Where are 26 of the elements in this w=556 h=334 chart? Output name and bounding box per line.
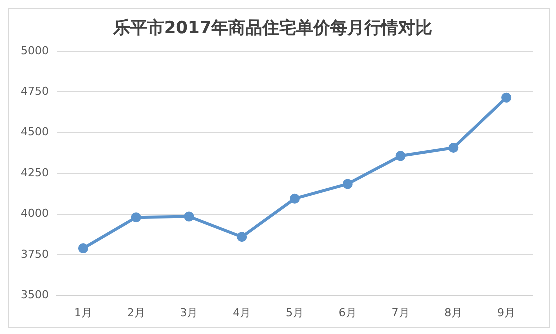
x-tick-label: 5月 xyxy=(286,306,304,320)
chart-title: 乐平市2017年商品住宅单价每月行情对比 xyxy=(112,18,433,39)
x-tick-label: 9月 xyxy=(498,306,516,320)
y-tick-label: 3750 xyxy=(20,248,49,261)
point xyxy=(184,212,194,222)
x-tick-label: 1月 xyxy=(74,306,92,320)
point xyxy=(448,143,459,154)
y-tick-label: 3500 xyxy=(20,288,49,302)
x-tick-label: 4月 xyxy=(233,306,252,320)
y-tick-label: 4750 xyxy=(20,84,49,98)
point xyxy=(342,179,353,190)
y-tick-label: 4500 xyxy=(20,126,49,139)
point xyxy=(78,244,88,254)
point xyxy=(290,194,300,204)
point xyxy=(502,92,512,103)
point xyxy=(237,232,248,242)
x-tick-label: 7月 xyxy=(392,306,410,320)
x-tick-label: 6月 xyxy=(338,306,357,320)
x-tick-label: 8月 xyxy=(444,306,463,320)
y-tick-label: 4250 xyxy=(20,166,49,180)
x-tick-label: 2月 xyxy=(127,306,146,320)
point xyxy=(396,151,406,162)
y-tick-label: 4000 xyxy=(20,207,49,220)
point xyxy=(131,212,142,223)
y-tick-label: 5000 xyxy=(20,44,49,58)
x-tick-label: 3月 xyxy=(180,306,198,320)
